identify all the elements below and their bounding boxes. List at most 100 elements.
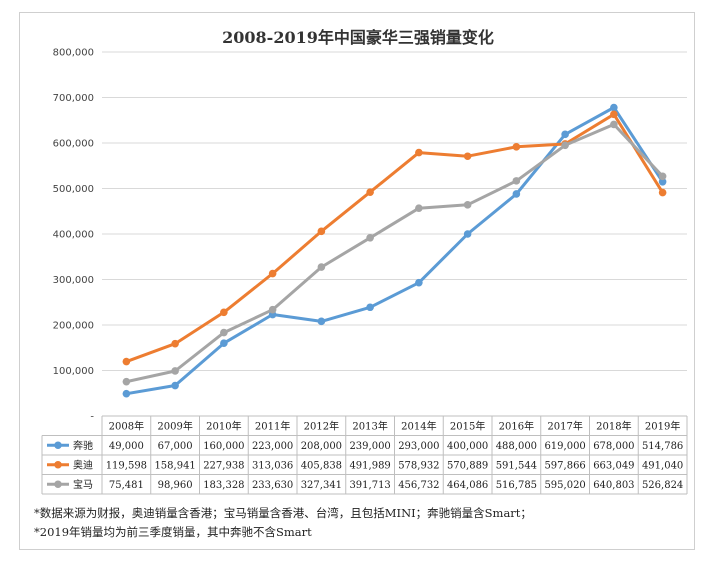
- data-point: [658, 177, 667, 186]
- y-tick-label: -: [90, 412, 94, 423]
- data-label: 49,000: [109, 441, 144, 452]
- data-point: [610, 103, 618, 112]
- data-label: 67,000: [158, 441, 193, 452]
- data-label: 208,000: [301, 441, 342, 452]
- y-tick-label: 200,000: [53, 321, 94, 332]
- data-label: 327,341: [301, 480, 342, 491]
- data-label: 391,713: [349, 480, 390, 491]
- data-label: 678,000: [593, 441, 634, 452]
- data-label: 488,000: [496, 441, 537, 452]
- data-point: [561, 130, 569, 139]
- data-label: 578,932: [398, 460, 439, 471]
- data-point: [463, 201, 472, 209]
- footnote-source: *数据来源为财报，奥迪销量含香港；宝马销量含香港、台湾，且包括MINI；奔驰销量…: [34, 506, 532, 520]
- x-tick-label: 2013年: [352, 419, 387, 432]
- data-point: [317, 263, 326, 271]
- data-point: [463, 152, 472, 161]
- footnote-2019: *2019年销量均为前三季度销量，其中奔驰不含Smart: [34, 525, 312, 539]
- data-label: 119,598: [106, 460, 147, 471]
- data-point: [610, 110, 618, 119]
- legend-key-marker: [54, 480, 62, 489]
- series-1: [122, 103, 667, 398]
- y-axis: - 100,000 200,000 300,000 400,000 500,000 600,…: [53, 48, 95, 423]
- data-point: [610, 120, 618, 129]
- data-label: 595,020: [544, 480, 585, 491]
- data-point: [415, 148, 423, 157]
- data-label: 516,785: [496, 480, 537, 491]
- data-point: [220, 328, 228, 337]
- data-point: [512, 190, 521, 198]
- data-point: [122, 389, 131, 398]
- data-label: 223,000: [252, 441, 293, 452]
- data-label: 239,000: [349, 441, 390, 452]
- x-tick-label: 2015年: [450, 419, 485, 432]
- data-label: 663,049: [593, 460, 634, 471]
- data-label: 75,481: [109, 480, 144, 491]
- x-tick-label: 2010年: [206, 419, 241, 432]
- data-point: [415, 204, 423, 212]
- data-label: 160,000: [203, 441, 244, 452]
- x-tick-label: 2019年: [645, 419, 680, 432]
- data-label: 464,086: [447, 480, 488, 491]
- data-point: [317, 317, 326, 326]
- data-label: 526,824: [642, 480, 683, 491]
- data-label: 98,960: [158, 480, 193, 491]
- data-point: [561, 141, 569, 150]
- data-point: [512, 143, 521, 151]
- line-chart: 2008-2019年中国豪华三强销量变化 - 100,000 200,000 300,…: [41, 28, 688, 495]
- data-label: 227,938: [203, 460, 244, 471]
- data-point: [366, 188, 374, 196]
- footnotes: *数据来源为财报，奥迪销量含香港；宝马销量含香港、台湾，且包括MINI；奔驰销量…: [34, 504, 674, 542]
- data-point: [171, 381, 179, 390]
- data-label: 514,786: [642, 441, 683, 452]
- series-line: [126, 122, 664, 384]
- x-tick-label: 2012年: [304, 419, 339, 432]
- chart-title: 2008-2019年中国豪华三强销量变化: [222, 28, 494, 47]
- data-point: [220, 308, 228, 317]
- data-table: 2008年 2009年 2010年 2011年 2012年 2013年 2014年 2015年…: [41, 415, 688, 495]
- data-point: [366, 233, 374, 242]
- data-point: [122, 357, 131, 366]
- data-label: 158,941: [154, 460, 195, 471]
- data-point: [317, 227, 326, 236]
- x-tick-label: 2008年: [109, 419, 144, 432]
- data-point: [171, 339, 179, 348]
- y-tick-label: 100,000: [53, 366, 94, 377]
- data-label: 313,036: [252, 460, 293, 471]
- data-point: [122, 377, 131, 386]
- data-point: [220, 339, 228, 348]
- data-label: 491,989: [349, 460, 390, 471]
- data-point: [658, 188, 667, 197]
- legend-key-marker: [54, 441, 62, 450]
- x-tick-label: 2016年: [499, 419, 534, 432]
- data-point: [268, 305, 277, 314]
- series-line: [125, 112, 664, 364]
- data-label: 491,040: [642, 460, 683, 471]
- y-tick-label: 800,000: [53, 48, 94, 59]
- y-tick-label: 500,000: [53, 184, 94, 195]
- data-label: 233,630: [252, 480, 293, 491]
- data-label: 293,000: [398, 441, 439, 452]
- data-label: 400,000: [447, 441, 488, 452]
- data-label: 597,866: [544, 460, 585, 471]
- data-label: 570,889: [447, 460, 488, 471]
- data-point: [658, 172, 667, 181]
- data-point: [415, 278, 423, 287]
- data-point: [512, 177, 521, 185]
- legend-label: 宝马: [73, 478, 93, 491]
- y-tick-label: 600,000: [53, 139, 94, 150]
- gridlines: [102, 51, 687, 371]
- data-label: 591,544: [496, 460, 537, 471]
- data-label: 405,838: [301, 460, 342, 471]
- y-tick-label: 400,000: [53, 230, 94, 241]
- data-point: [366, 303, 374, 312]
- data-label: 619,000: [544, 441, 585, 452]
- x-tick-label: 2009年: [157, 419, 192, 432]
- x-tick-label: 2014年: [401, 419, 436, 432]
- x-tick-label: 2018年: [596, 419, 631, 432]
- x-tick-label: 2011年: [255, 419, 290, 432]
- data-label: 640,803: [593, 480, 634, 491]
- legend-key-marker: [54, 460, 62, 469]
- chart-frame: 2008-2019年中国豪华三强销量变化 - 100,000 200,000 300,…: [19, 12, 695, 550]
- y-tick-label: 700,000: [53, 93, 94, 104]
